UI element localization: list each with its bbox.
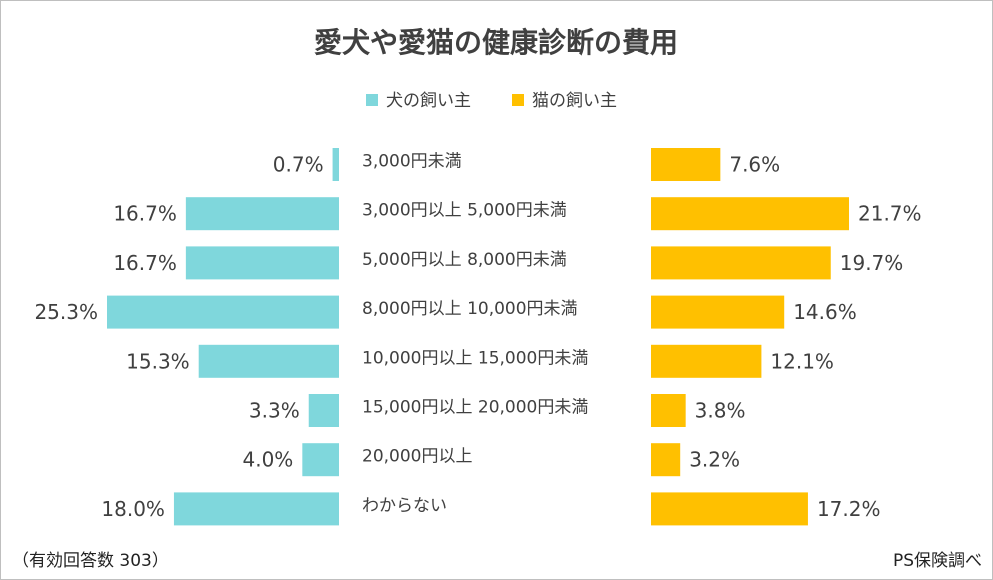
legend-label-cat: 猫の飼い主 — [532, 91, 617, 111]
dog-bar-6 — [308, 394, 339, 427]
category-label-5: 10,000円以上 15,000円未満 — [362, 348, 588, 368]
response-count-note: （有効回答数 303） — [12, 551, 169, 571]
cat-bar-1 — [651, 148, 721, 181]
category-label-8: わからない — [362, 496, 447, 516]
dog-bar-7 — [302, 443, 339, 477]
dog-bar-3 — [185, 246, 339, 280]
dog-bar-2 — [185, 197, 339, 231]
cat-bar-6 — [651, 394, 686, 427]
cat-value-label-4: 14.6% — [793, 300, 857, 324]
dog-value-label-1: 0.7% — [273, 153, 324, 177]
category-label-1: 3,000円未満 — [362, 152, 462, 172]
dog-value-label-3: 16.7% — [113, 251, 177, 275]
cat-bar-5 — [651, 344, 762, 378]
dog-bar-8 — [173, 492, 339, 526]
category-label-4: 8,000円以上 10,000円未満 — [362, 299, 578, 319]
dog-value-label-5: 15.3% — [126, 349, 190, 373]
category-label-6: 15,000円以上 20,000円未満 — [362, 398, 588, 418]
cat-value-label-3: 19.7% — [840, 251, 904, 275]
cat-value-label-6: 3.8% — [695, 399, 746, 423]
cat-bar-3 — [651, 246, 831, 280]
category-label-3: 5,000円以上 8,000円未満 — [362, 250, 567, 270]
cat-bar-2 — [651, 197, 849, 231]
legend: 犬の飼い主 猫の飼い主 — [366, 91, 617, 111]
category-label-2: 3,000円以上 5,000円未満 — [362, 201, 567, 221]
cat-value-label-5: 12.1% — [770, 349, 834, 373]
legend-swatch-dog — [366, 94, 378, 106]
cat-value-label-1: 7.6% — [729, 153, 780, 177]
cat-value-label-8: 17.2% — [817, 497, 881, 521]
cat-bar-4 — [651, 295, 785, 329]
dog-bar-1 — [332, 148, 339, 181]
dog-value-label-2: 16.7% — [113, 202, 177, 226]
cat-value-label-7: 3.2% — [689, 448, 740, 472]
cat-bar-8 — [651, 492, 808, 526]
dog-bar-5 — [198, 344, 339, 378]
legend-swatch-cat — [512, 94, 524, 106]
dog-value-label-7: 4.0% — [243, 448, 294, 472]
dog-value-label-8: 18.0% — [101, 497, 165, 521]
chart-marks: 0.7% 3,000円未満 7.6% 16.7% 3,000円以上 5,000円未満 21… — [34, 148, 922, 526]
cat-value-label-2: 21.7% — [858, 202, 922, 226]
dog-value-label-4: 25.3% — [34, 300, 98, 324]
cat-bar-7 — [651, 443, 681, 477]
dog-value-label-6: 3.3% — [249, 399, 300, 423]
dog-bar-4 — [107, 295, 339, 329]
category-label-7: 20,000円以上 — [362, 447, 472, 467]
source-credit: PS保険調べ — [893, 551, 982, 571]
legend-label-dog: 犬の飼い主 — [386, 91, 471, 111]
chart-title: 愛犬や愛猫の健康診断の費用 — [314, 26, 678, 59]
